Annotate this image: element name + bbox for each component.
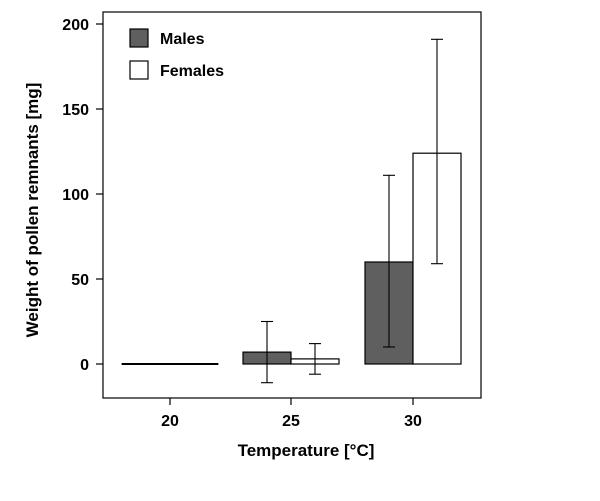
legend-swatch-females [129,60,149,80]
legend-swatch-males [129,28,149,48]
y-tick-label: 100 [62,187,89,204]
error-bars [261,38,443,384]
y-axis: 0 50 100 150 200 [62,17,103,374]
legend-label-males: Males [160,31,205,48]
legend-label-females: Females [160,63,224,80]
y-axis-title: Weight of pollen remnants [mg] [23,83,42,338]
legend: Males Females [129,28,224,80]
y-tick-label: 0 [80,357,89,374]
y-tick-label: 50 [71,272,89,289]
x-axis: 20 25 30 [161,398,422,430]
x-tick-label: 25 [282,413,300,430]
y-tick-label: 150 [62,102,89,119]
y-tick-label: 200 [62,17,89,34]
x-tick-label: 30 [404,413,422,430]
x-tick-label: 20 [161,413,179,430]
x-axis-title: Temperature [°C] [238,441,375,460]
plot-frame [102,11,482,399]
bars [121,152,462,365]
